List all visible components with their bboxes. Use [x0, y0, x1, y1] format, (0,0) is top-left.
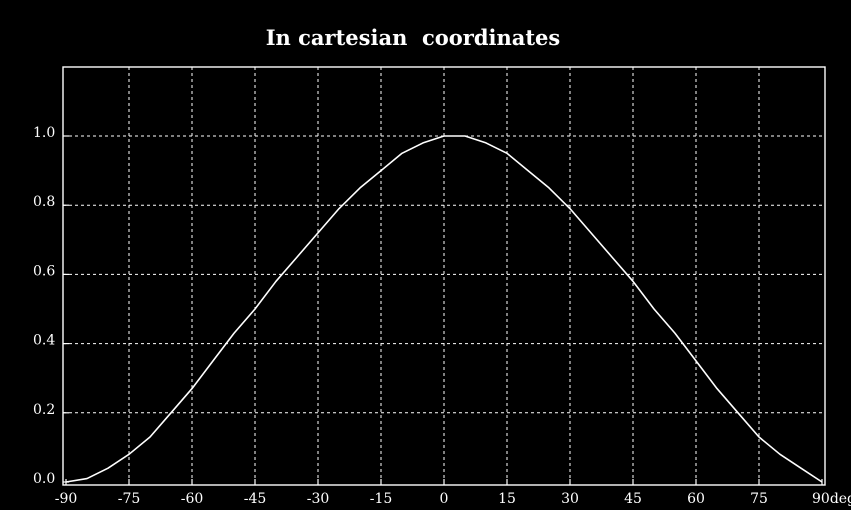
x-tick-label: 30	[561, 491, 579, 507]
chart-title: In cartesian coordinates	[266, 25, 561, 50]
y-axis-ticks	[63, 135, 69, 483]
y-tick-label: 0.0	[33, 471, 55, 487]
x-tick-label: -15	[370, 491, 393, 507]
chart: In cartesian coordinates 0.0 0.2 0.4 0.6 0.8…	[33, 25, 851, 507]
plot-window: In cartesian coordinates 0.0 0.2 0.4 0.6 0.8…	[0, 0, 851, 510]
x-tick-label: 15	[498, 491, 516, 507]
x-axis-ticks	[65, 479, 823, 485]
y-tick-label: 0.8	[33, 194, 55, 210]
vertical-gridlines	[128, 67, 760, 485]
x-tick-label: -75	[118, 491, 141, 507]
y-axis-tick-labels: 0.0 0.2 0.4 0.6 0.8 1.0	[33, 125, 55, 487]
x-tick-label: 0	[440, 491, 449, 507]
series-line	[65, 135, 823, 483]
y-tick-label: 0.2	[33, 402, 55, 418]
x-tick-label: -60	[181, 491, 204, 507]
x-tick-label: -90	[55, 491, 78, 507]
x-tick-label: -30	[307, 491, 330, 507]
x-tick-label: 60	[687, 491, 705, 507]
x-axis-tick-labels: -90 -75 -60 -45 -30 -15 0 15 30 45 60 75 90deg	[55, 491, 851, 507]
x-tick-label: 45	[624, 491, 642, 507]
x-tick-label: -45	[244, 491, 267, 507]
y-tick-label: 1.0	[33, 125, 55, 141]
y-tick-label: 0.6	[33, 263, 55, 279]
x-tick-label: 75	[750, 491, 768, 507]
y-tick-label: 0.4	[33, 333, 55, 349]
series-layer	[65, 135, 823, 483]
x-tick-label: 90deg	[812, 491, 851, 507]
